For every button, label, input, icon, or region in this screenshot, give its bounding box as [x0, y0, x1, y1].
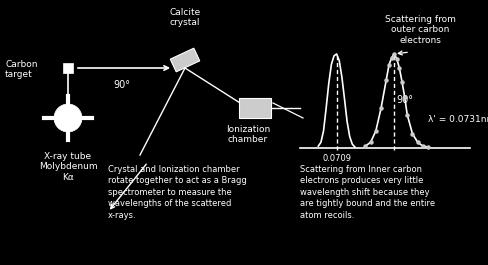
Circle shape [54, 104, 82, 132]
Bar [63, 63, 73, 73]
Text: X-ray tube
Molybdenum
Kα: X-ray tube Molybdenum Kα [39, 152, 97, 182]
Text: Scattering from Inner carbon
electrons produces very little
wavelength shift bec: Scattering from Inner carbon electrons p… [299, 165, 434, 220]
Text: Ionization
chamber: Ionization chamber [225, 125, 269, 144]
Text: Carbon
target: Carbon target [5, 60, 38, 80]
Text: 90°: 90° [396, 95, 413, 105]
Text: 0.0709: 0.0709 [322, 154, 350, 163]
Text: 90°: 90° [113, 80, 130, 90]
Text: Crystal and Ionization chamber
rotate together to act as a Bragg
spectrometer to: Crystal and Ionization chamber rotate to… [108, 165, 246, 220]
Text: λ' = 0.0731nm: λ' = 0.0731nm [427, 116, 488, 125]
Text: Scattering from
outer carbon
electrons: Scattering from outer carbon electrons [384, 15, 454, 45]
Bar [239, 98, 270, 118]
Polygon shape [170, 48, 199, 72]
Text: Calcite
crystal: Calcite crystal [169, 8, 200, 27]
